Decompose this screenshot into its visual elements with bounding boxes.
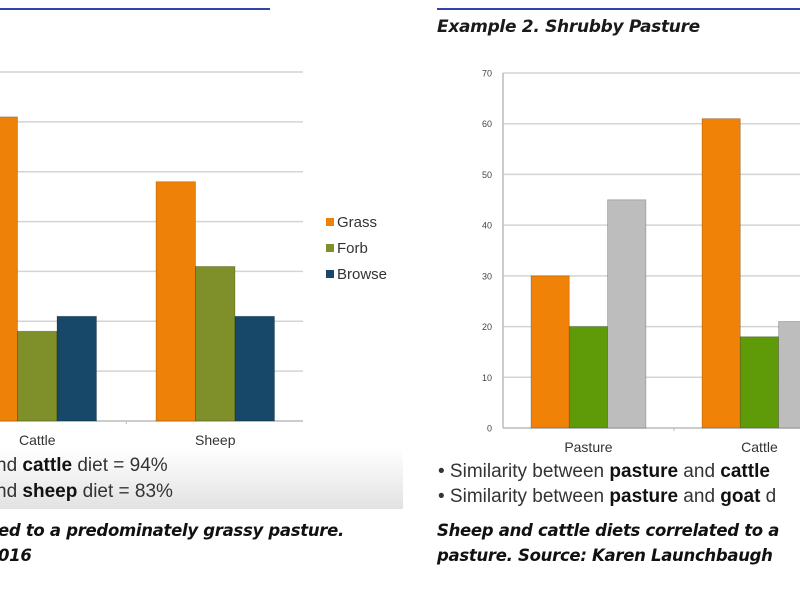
- right-bullet-1-bold-1: pasture: [609, 461, 679, 482]
- right-caption: Sheep and cattle diets correlated to a p…: [437, 518, 779, 568]
- legend-label-browse: Browse: [337, 266, 387, 283]
- bar-pasture-grass: [530, 275, 570, 429]
- right-bullet-1-prefix: • Similarity between: [438, 461, 610, 482]
- right-bullet-2-bold-1: pasture: [609, 486, 679, 507]
- y-tick-label: 60: [482, 119, 492, 129]
- y-tick-label: 20: [482, 322, 492, 332]
- right-bullet-2-bold-2: goat: [720, 486, 761, 507]
- left-bullet-2: nd sheep diet = 83%: [0, 481, 173, 503]
- left-summary-panel: [0, 448, 403, 509]
- bar-pasture-browse: [607, 199, 647, 429]
- right-bullet-1-bold-2: cattle: [720, 461, 770, 482]
- right-bullet-1-mid: and: [678, 461, 721, 482]
- left-bullet-2-bold: sheep: [22, 481, 78, 502]
- left-bullet-2-prefix: nd: [0, 481, 18, 502]
- left-bullet-1-prefix: nd: [0, 455, 18, 476]
- legend-swatch-forb: [326, 244, 334, 252]
- header-rule-right: [437, 8, 800, 10]
- right-caption-line-2: pasture. Source: Karen Launchbaugh: [437, 546, 773, 565]
- left-chart: Cattle Sheep Grass Forb Browse: [0, 71, 387, 448]
- legend-label-grass: Grass: [337, 214, 377, 231]
- y-tick-label: 50: [482, 170, 492, 180]
- bar-sheep-browse: [234, 315, 275, 422]
- left-bullet-1: nd cattle diet = 94%: [0, 455, 168, 477]
- left-bullet-1-bold: cattle: [22, 455, 73, 476]
- y-tick-label: 0: [487, 424, 492, 434]
- right-bullet-2-suffix: d: [760, 486, 777, 507]
- y-tick-label: 40: [482, 221, 492, 231]
- bar-cattle-browse: [56, 315, 97, 422]
- y-tick-label: 70: [482, 69, 492, 79]
- right-chart-heading: Example 2. Shrubby Pasture: [437, 17, 700, 37]
- bar-sheep-forb: [195, 266, 236, 422]
- x-category-label: Cattle: [741, 439, 778, 455]
- x-category-label: Pasture: [564, 439, 612, 455]
- bar-cattle-forb: [17, 330, 58, 422]
- legend-swatch-browse: [326, 270, 334, 278]
- right-caption-line-1: Sheep and cattle diets correlated to a: [437, 521, 780, 540]
- left-bullet-2-suffix: diet = 83%: [77, 481, 173, 502]
- legend-swatch-grass: [326, 218, 334, 226]
- bar-pasture-forb: [568, 326, 608, 429]
- right-bullet-1: • Similarity between pasture and cattle: [438, 461, 770, 483]
- right-bullet-2-mid: and: [678, 486, 721, 507]
- bar-sheep-grass: [155, 181, 196, 422]
- right-chart: 0 10 20 30 40 50 60 70 Pasture Cattle: [482, 69, 800, 455]
- right-bullet-2-prefix: • Similarity between: [438, 486, 610, 507]
- bar-cattle-grass: [701, 118, 741, 429]
- y-tick-label: 10: [482, 373, 492, 383]
- bar-cattle-forb: [739, 336, 779, 429]
- left-bullet-1-suffix: diet = 94%: [72, 455, 168, 476]
- x-category-label: Sheep: [195, 432, 236, 448]
- header-rule-left: [0, 8, 270, 10]
- legend-label-forb: Forb: [337, 240, 368, 257]
- left-caption-line-1: ed to a predominately grassy pasture.: [0, 521, 344, 540]
- left-caption-line-2: 016: [0, 546, 32, 565]
- y-tick-label: 30: [482, 271, 492, 281]
- x-category-label: Cattle: [19, 432, 56, 448]
- bar-cattle-grass: [0, 116, 18, 422]
- right-bullet-2: • Similarity between pasture and goat d: [438, 486, 776, 508]
- left-caption: ed to a predominately grassy pasture. 01…: [0, 518, 344, 568]
- bar-cattle-browse: [778, 321, 800, 429]
